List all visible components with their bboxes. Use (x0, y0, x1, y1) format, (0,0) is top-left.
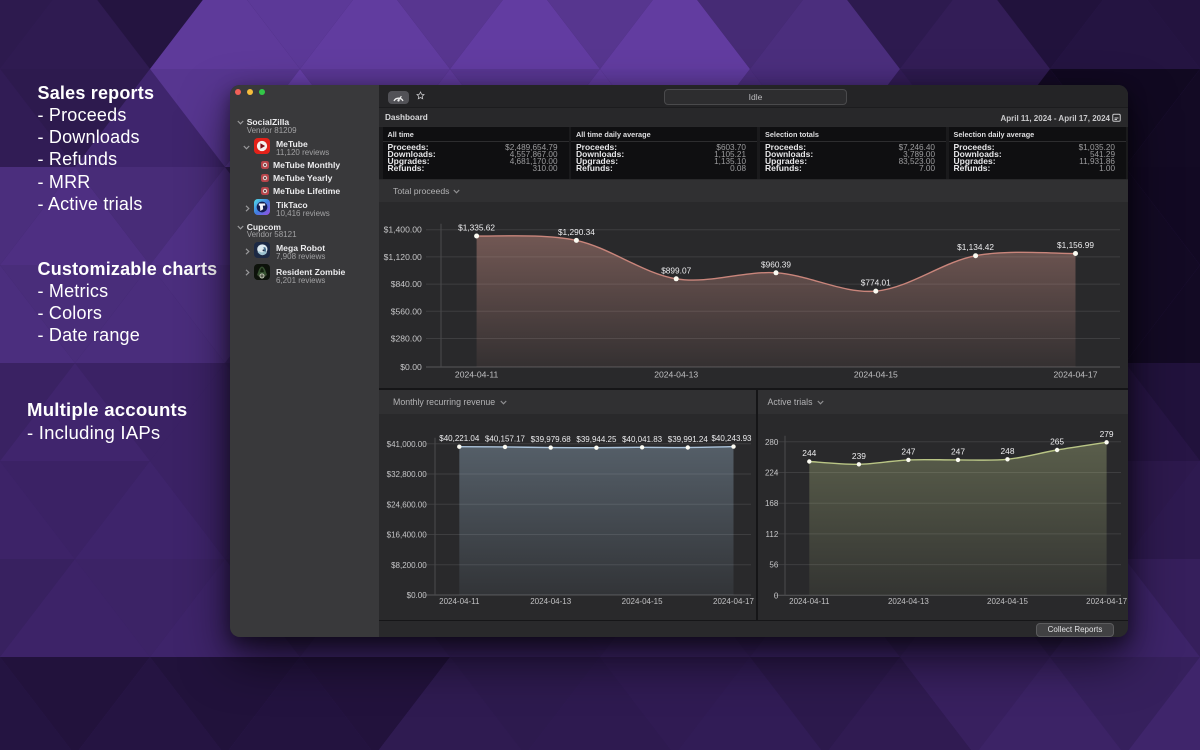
svg-text:$280.00: $280.00 (391, 334, 422, 344)
svg-text:$960.39: $960.39 (761, 259, 791, 269)
svg-text:$40,041.83: $40,041.83 (622, 435, 663, 444)
svg-text:$39,944.25: $39,944.25 (576, 435, 617, 444)
svg-text:$32,800.00: $32,800.00 (387, 470, 428, 479)
svg-text:$0.00: $0.00 (400, 362, 422, 372)
svg-text:168: 168 (764, 499, 778, 508)
svg-text:$1,335.62: $1,335.62 (458, 223, 495, 233)
svg-text:$1,134.42: $1,134.42 (957, 242, 994, 252)
svg-text:2024-04-11: 2024-04-11 (789, 597, 830, 606)
svg-text:244: 244 (802, 448, 816, 458)
svg-text:2024-04-17: 2024-04-17 (713, 597, 754, 606)
svg-text:56: 56 (769, 561, 778, 570)
svg-text:$1,120.00: $1,120.00 (384, 252, 422, 262)
svg-text:248: 248 (1000, 446, 1014, 456)
svg-text:$40,157.17: $40,157.17 (485, 434, 526, 443)
svg-text:2024-04-11: 2024-04-11 (439, 597, 480, 606)
svg-text:224: 224 (764, 469, 778, 478)
svg-text:$1,290.34: $1,290.34 (558, 227, 595, 237)
svg-text:$899.07: $899.07 (661, 265, 691, 275)
svg-text:279: 279 (1099, 429, 1113, 439)
svg-text:2024-04-15: 2024-04-15 (987, 597, 1028, 606)
svg-text:$774.01: $774.01 (861, 278, 891, 288)
svg-text:247: 247 (901, 446, 915, 456)
svg-text:$24,600.00: $24,600.00 (387, 500, 428, 509)
svg-text:265: 265 (1050, 437, 1064, 447)
svg-text:$39,991.24: $39,991.24 (668, 435, 709, 444)
svg-text:239: 239 (851, 451, 865, 461)
svg-text:2024-04-13: 2024-04-13 (654, 370, 698, 380)
svg-text:2024-04-13: 2024-04-13 (887, 597, 928, 606)
svg-text:$39,979.68: $39,979.68 (531, 435, 572, 444)
svg-text:$40,221.04: $40,221.04 (439, 434, 480, 443)
svg-text:247: 247 (951, 446, 965, 456)
svg-text:0: 0 (773, 591, 778, 600)
svg-text:$1,400.00: $1,400.00 (384, 225, 422, 235)
svg-text:2024-04-11: 2024-04-11 (455, 370, 499, 380)
svg-text:$16,400.00: $16,400.00 (387, 531, 428, 540)
svg-text:2024-04-15: 2024-04-15 (854, 370, 898, 380)
svg-text:$0.00: $0.00 (407, 591, 428, 600)
svg-text:280: 280 (764, 438, 778, 447)
svg-text:$1,156.99: $1,156.99 (1057, 240, 1094, 250)
svg-text:2024-04-17: 2024-04-17 (1086, 597, 1127, 606)
svg-text:$560.00: $560.00 (391, 306, 422, 316)
svg-text:$840.00: $840.00 (391, 279, 422, 289)
svg-text:2024-04-13: 2024-04-13 (530, 597, 571, 606)
svg-text:$40,243.93: $40,243.93 (711, 434, 752, 443)
svg-text:$41,000.00: $41,000.00 (387, 440, 428, 449)
svg-text:$8,200.00: $8,200.00 (391, 561, 427, 570)
svg-text:112: 112 (765, 530, 778, 539)
svg-text:2024-04-17: 2024-04-17 (1054, 370, 1098, 380)
svg-text:2024-04-15: 2024-04-15 (622, 597, 663, 606)
